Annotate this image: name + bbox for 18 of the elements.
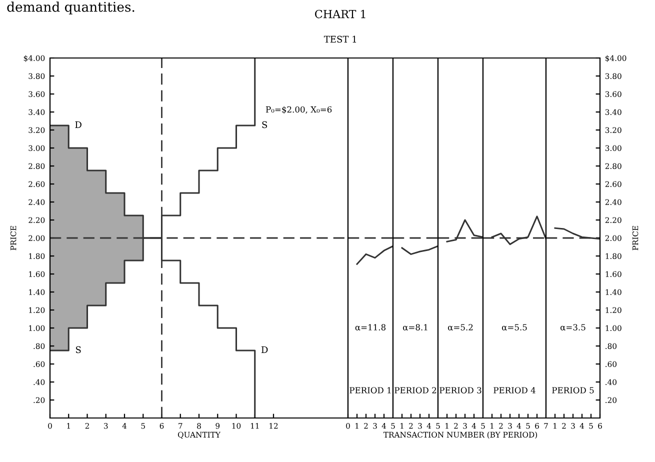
- annotation: PERIOD 4: [494, 387, 536, 394]
- text: demand quantities.: [7, 2, 134, 14]
- text: S: [76, 346, 81, 354]
- annotation: PERIOD 3: [440, 387, 482, 394]
- annotation: α=3.5: [560, 324, 586, 330]
- text: D: [261, 346, 268, 353]
- annotation: α=5.5: [502, 324, 527, 330]
- series-label: D: [75, 121, 82, 128]
- annotation: α=8.1: [402, 324, 428, 330]
- annotation: PERIOD 5: [552, 387, 594, 394]
- annotation: PERIOD 2: [394, 387, 436, 394]
- annotation: PERIOD 1: [350, 387, 391, 394]
- chart-title: CHART 1: [315, 10, 366, 18]
- series-label: S: [262, 121, 268, 128]
- annotation: P₀=$2.00, X₀=6: [266, 106, 332, 114]
- annotation: α=5.2: [448, 324, 473, 330]
- annotation: α=11.8: [355, 324, 386, 330]
- chart-subtitle: TEST 1: [324, 36, 356, 43]
